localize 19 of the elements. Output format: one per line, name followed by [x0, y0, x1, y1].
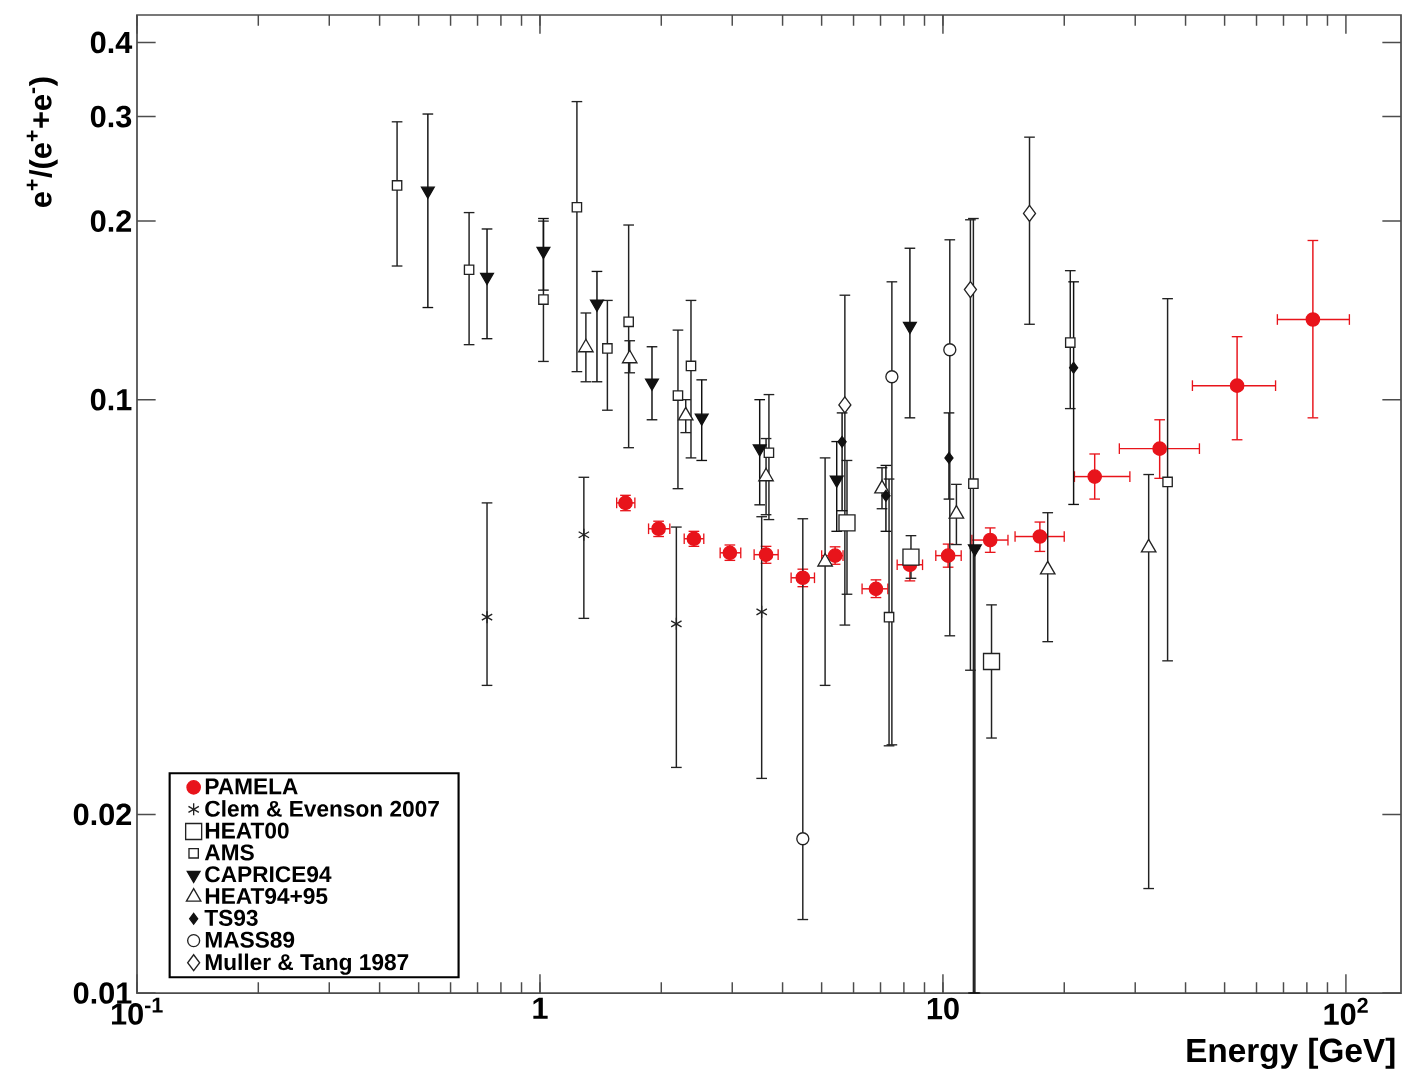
- legend-label: MASS89: [205, 931, 295, 948]
- x-axis-title: Energy [GeV]: [1187, 1037, 1395, 1069]
- x-tick-label: 10: [927, 997, 959, 1020]
- y-tick-label: 0.3: [90, 105, 132, 128]
- x-tick-label: 10$^{2}$: [1324, 997, 1368, 1026]
- y-tick-label: 0.02: [73, 803, 132, 826]
- y-tick-label: 0.1: [90, 388, 132, 411]
- y-axis-title: e$^{+}$/(e$^{+}$+e$^{-}$): [26, 77, 58, 208]
- x-tick-label: 1: [533, 997, 548, 1019]
- legend-label: HEAT94+95: [205, 888, 328, 905]
- legend-label: Muller & Tang 1987: [205, 953, 409, 975]
- legend-label: CAPRICE94: [205, 866, 332, 883]
- y-tick-label: 0.2: [90, 210, 132, 232]
- y-tick-label: 0.4: [90, 31, 133, 54]
- legend-label: PAMELA: [205, 778, 298, 795]
- legend-label: TS93: [204, 909, 258, 926]
- legend-label: HEAT00: [205, 822, 289, 839]
- legend-label: Clem & Evenson 2007: [205, 800, 439, 817]
- legend-label: AMS: [204, 844, 254, 861]
